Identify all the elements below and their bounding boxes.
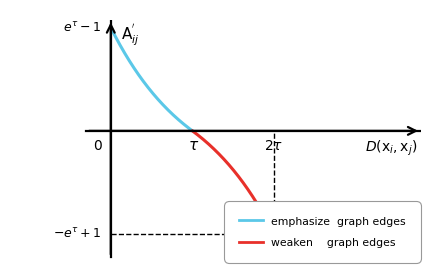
Legend: emphasize  graph edges, weaken    graph edges: emphasize graph edges, weaken graph edge… [229,206,416,258]
Text: $D(\mathrm{x}_{i},\mathrm{x}_{j})$: $D(\mathrm{x}_{i},\mathrm{x}_{j})$ [365,139,417,158]
Text: $2\tau$: $2\tau$ [264,139,284,153]
Text: $0$: $0$ [93,139,102,153]
Text: $\mathrm{A}_{ij}^{'}$: $\mathrm{A}_{ij}^{'}$ [121,23,139,48]
Text: $-e^{\tau}+1$: $-e^{\tau}+1$ [53,227,101,241]
Text: $e^{\tau}-1$: $e^{\tau}-1$ [63,20,101,34]
Text: $\tau$: $\tau$ [188,139,200,153]
